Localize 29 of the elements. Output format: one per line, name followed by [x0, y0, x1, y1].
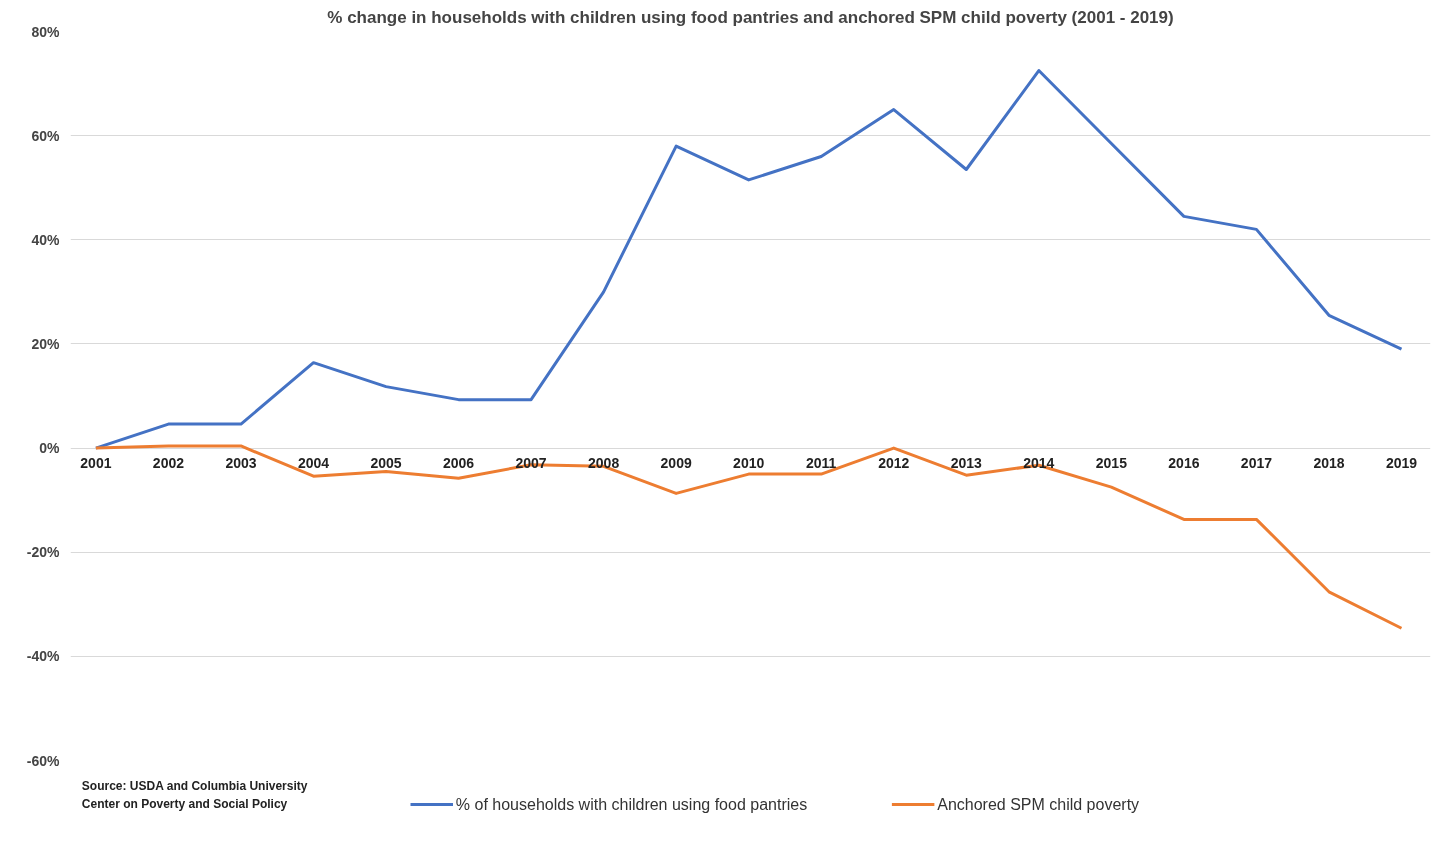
x-tick-label: 2010: [733, 455, 765, 472]
x-tick-label: 2011: [806, 455, 837, 472]
x-tick-label: 2012: [878, 455, 910, 472]
x-tick-label: 2003: [225, 455, 257, 472]
legend-label: % of households with children using food pantries: [455, 796, 808, 813]
y-tick-label: -20%: [26, 544, 61, 561]
x-tick-label: 2018: [1313, 455, 1345, 472]
y-tick-label: -40%: [26, 648, 61, 665]
x-tick-label: 2002: [152, 455, 185, 472]
x-tick-label: 2001: [80, 455, 112, 472]
x-tick-label: 2017: [1240, 455, 1273, 472]
source-note: Source: USDA and Columbia University Center on Poverty and Social Policy: [81, 778, 308, 812]
x-tick-label: 2019: [1385, 455, 1418, 472]
x-tick-label: 2013: [950, 455, 983, 472]
x-tick-label: 2009: [660, 455, 692, 472]
y-tick-label: 80%: [31, 23, 61, 40]
x-tick-label: 2004: [297, 455, 330, 472]
x-tick-label: 2015: [1095, 455, 1128, 472]
x-tick-label: 2016: [1168, 455, 1200, 472]
line-series: [94, 69, 1403, 450]
chart-title: % change in households with children using food pantries and anchored SPM child poverty (2001 - 2019): [327, 7, 1174, 27]
y-tick-label: 20%: [31, 335, 61, 352]
legend-label: Anchored SPM child poverty: [937, 796, 1140, 813]
y-tick-label: 40%: [31, 231, 61, 248]
x-tick-label: 2006: [442, 455, 475, 472]
y-tick-label: 0%: [39, 440, 61, 457]
x-tick-label: 2005: [370, 455, 402, 472]
y-tick-label: -60%: [26, 752, 61, 769]
y-tick-label: 60%: [31, 127, 61, 144]
